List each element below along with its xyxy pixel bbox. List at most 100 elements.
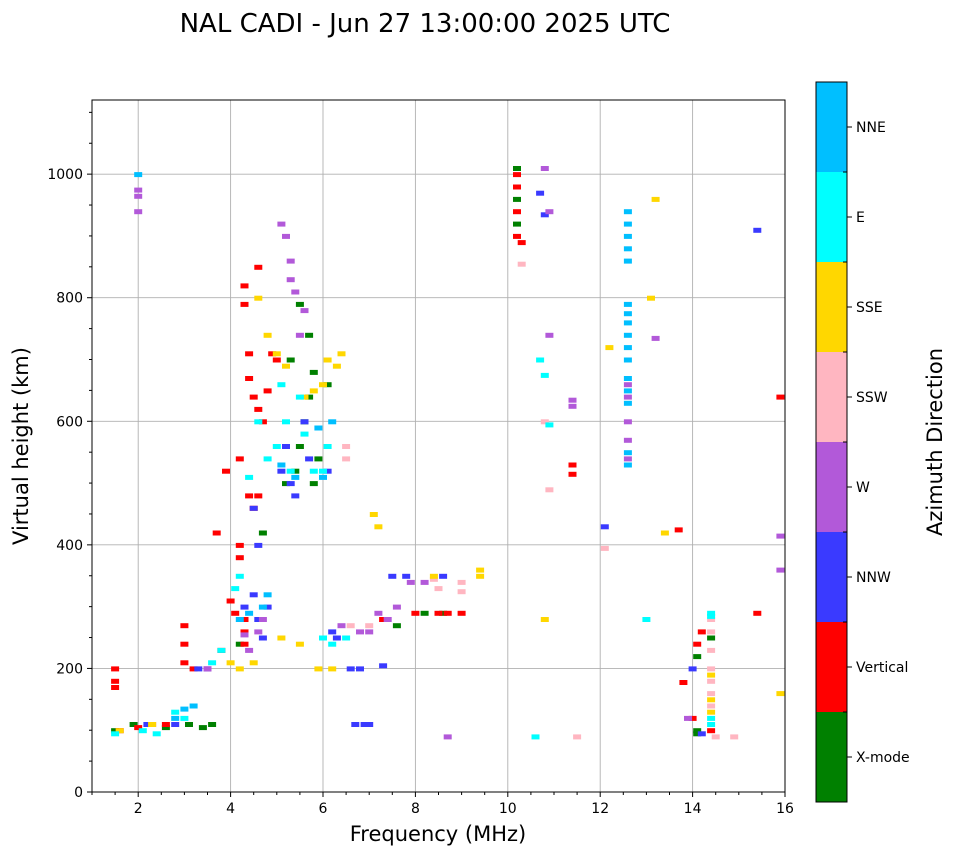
echo-point [295, 641, 304, 647]
echo-point [693, 728, 702, 734]
echo-point [203, 666, 212, 672]
echo-point [328, 666, 337, 672]
echo-point [697, 629, 706, 635]
echo-point [258, 635, 267, 641]
echo-point [240, 301, 249, 307]
echo-point [365, 722, 374, 727]
echo-point [189, 666, 198, 672]
echo-point [568, 403, 577, 409]
echo-point [623, 221, 632, 227]
colorbar-tick-label: X-mode [856, 750, 910, 766]
y-tick-label: 800 [56, 291, 83, 307]
echo-point [429, 576, 438, 582]
echo-point [115, 728, 124, 734]
echo-point [240, 617, 249, 622]
echo-point [623, 462, 632, 468]
echo-point [623, 394, 632, 400]
echo-point [429, 573, 438, 579]
colorbar-label: Azimuth Direction [923, 348, 947, 536]
echo-point [295, 332, 304, 338]
colorbar-tick-label: NNE [856, 120, 886, 136]
echo-point [258, 530, 267, 536]
echo-point [351, 722, 360, 727]
echo-point [134, 172, 143, 178]
echo-point [323, 357, 332, 363]
echo-point [623, 258, 632, 264]
echo-point [277, 468, 286, 474]
echo-point [420, 579, 429, 585]
echo-point [365, 623, 374, 629]
x-tick-label: 4 [226, 801, 235, 817]
colorbar-frame [815, 81, 848, 803]
echo-point [263, 604, 272, 610]
colorbar-segment [816, 532, 847, 622]
echo-point [305, 456, 314, 462]
echo-point [282, 419, 290, 425]
echo-point [309, 468, 318, 474]
echo-point [513, 221, 521, 227]
echo-point [291, 289, 300, 295]
echo-point [319, 468, 327, 474]
echo-point [295, 301, 304, 307]
colorbar-tick-label: W [856, 480, 870, 496]
x-tick-label: 14 [684, 801, 702, 817]
echo-point [249, 394, 258, 400]
echo-point [379, 617, 388, 622]
echo-point [623, 301, 632, 307]
echo-point [300, 431, 309, 437]
echo-point [263, 592, 272, 598]
echo-point [605, 345, 614, 351]
echo-point [111, 728, 120, 734]
echo-point [342, 456, 351, 462]
echo-point [688, 715, 697, 721]
echo-point [707, 703, 716, 709]
echo-point [540, 166, 549, 171]
colorbar-segment [816, 622, 847, 712]
echo-point [111, 666, 120, 672]
x-axis-ticks: 2 4 6 8 10 12 14 16 [91, 792, 794, 817]
echo-point [707, 715, 716, 721]
echo-point [540, 617, 549, 622]
echo-point [300, 394, 309, 400]
y-axis-ticks: 0 200 400 600 800 1000 [47, 111, 92, 801]
echo-point [623, 450, 632, 456]
echo-point [240, 632, 249, 638]
echo-point [707, 635, 716, 641]
echo-point [286, 468, 295, 474]
echo-point [707, 610, 716, 616]
echo-point [383, 617, 392, 622]
colorbar-tick-label: SSE [856, 300, 883, 316]
echo-point [536, 190, 545, 196]
echo-point [457, 610, 466, 616]
echo-point [420, 610, 429, 616]
y-tick-label: 400 [56, 538, 83, 554]
echo-point [568, 397, 577, 403]
echo-point [623, 332, 632, 338]
echo-point [235, 641, 244, 647]
y-tick-label: 200 [56, 661, 83, 677]
echo-point [356, 629, 364, 635]
echo-point [235, 456, 244, 462]
echo-point [776, 394, 785, 400]
echo-point [623, 233, 632, 239]
echo-point [240, 283, 249, 289]
echo-point [323, 382, 332, 388]
echo-point [319, 474, 327, 480]
echo-point [180, 706, 189, 712]
echo-point [513, 166, 521, 171]
echo-point [623, 400, 632, 406]
echo-point [328, 629, 337, 635]
echo-point [707, 691, 716, 697]
echo-point [476, 567, 485, 573]
echo-point [314, 666, 323, 672]
echo-point [679, 680, 688, 685]
echo-point [776, 567, 785, 573]
echo-point [647, 295, 655, 301]
echo-point [328, 419, 337, 425]
echo-point [545, 332, 554, 338]
echo-point [180, 660, 189, 666]
echo-point [540, 212, 549, 218]
echo-point [434, 610, 443, 616]
echo-point [356, 666, 364, 672]
y-axis-label: Virtual height (km) [9, 347, 33, 545]
